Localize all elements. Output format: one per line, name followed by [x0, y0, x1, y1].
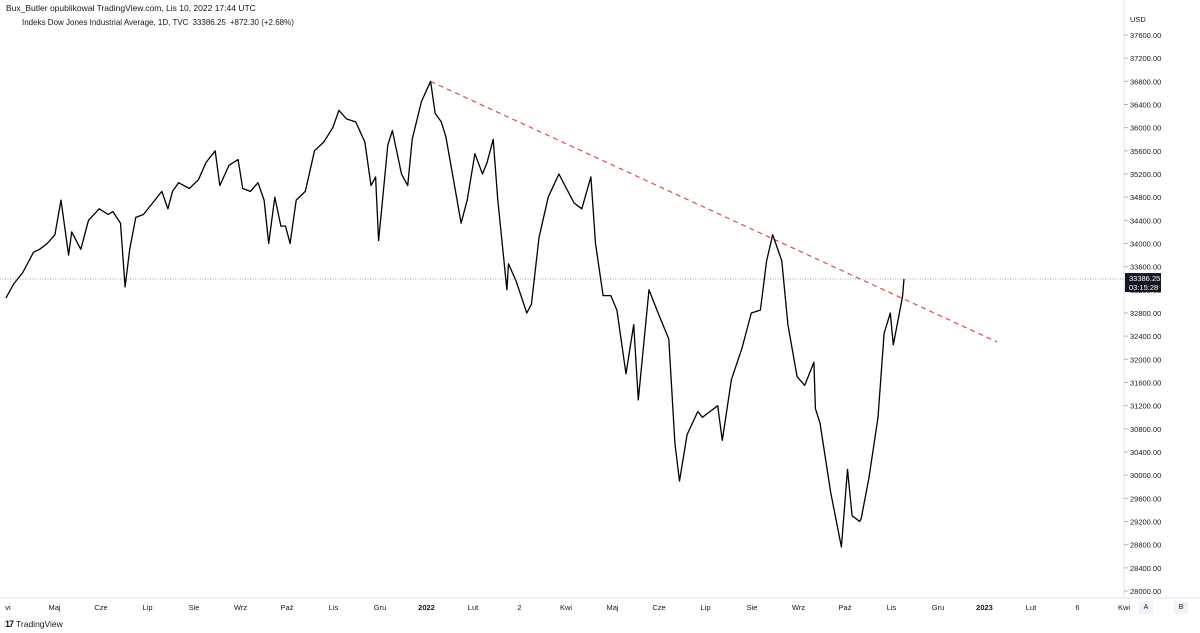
y-tick-label: 32800.00 — [1130, 309, 1161, 318]
y-tick-label: 31600.00 — [1130, 379, 1161, 388]
resistance-trendline[interactable] — [430, 80, 998, 343]
x-tick-label: Kwi — [560, 603, 572, 612]
y-tick-label: 29600.00 — [1130, 494, 1161, 503]
x-tick-label: Wrz — [234, 603, 247, 612]
price-axis[interactable]: 28000.00 28400.00 28800.00 29200.00 29600.00… — [1123, 0, 1161, 598]
time-axis[interactable]: vi Maj Cze Lip Sie Wrz Paź Lis Gru 2022 Lut 2 Kwi Maj… — [0, 597, 1200, 612]
x-tick-label: Paź — [839, 603, 852, 612]
y-tick-label: 32000.00 — [1130, 355, 1161, 364]
publisher-line: Bux_Butler opublikował TradingView.com, … — [6, 3, 256, 13]
x-tick-label: Lis — [329, 603, 339, 612]
chart-legend: Indeks Dow Jones Industrial Average, 1D,… — [22, 18, 294, 27]
x-tick-label: Maj — [606, 603, 618, 612]
y-tick-label: 32400.00 — [1130, 332, 1161, 341]
x-tick-label: 2 — [517, 603, 521, 612]
x-tick-label: 2022 — [418, 603, 435, 612]
y-tick-label: 29200.00 — [1130, 518, 1161, 527]
y-tick-label: 36800.00 — [1130, 77, 1161, 86]
y-tick-label: 28000.00 — [1130, 587, 1161, 596]
x-tick-label: Sie — [189, 603, 200, 612]
x-tick-label: Lis — [887, 603, 897, 612]
y-tick-label: 34800.00 — [1130, 193, 1161, 202]
legend-symbol[interactable]: Indeks Dow Jones Industrial Average, 1D,… — [22, 18, 189, 27]
y-tick-label: 36400.00 — [1130, 101, 1161, 110]
y-tick-label: 30400.00 — [1130, 448, 1161, 457]
y-tick-label: 36000.00 — [1130, 124, 1161, 133]
y-tick-label: 28400.00 — [1130, 564, 1161, 573]
log-scale-button[interactable]: B — [1174, 601, 1188, 614]
y-tick-label: 34400.00 — [1130, 216, 1161, 225]
x-tick-label: Lip — [700, 603, 710, 612]
x-tick-label: Lut — [1026, 603, 1037, 612]
price-series-line[interactable] — [5, 80, 905, 548]
tradingview-logo-icon: 17 — [5, 619, 14, 629]
y-tick-label: 37600.00 — [1130, 31, 1161, 40]
x-tick-label: Maj — [48, 603, 60, 612]
x-tick-label: Lut — [468, 603, 479, 612]
last-price-badge-bg — [1125, 273, 1161, 293]
y-tick-label: 35200.00 — [1130, 170, 1161, 179]
x-tick-label: Sie — [747, 603, 758, 612]
x-tick-label: 2023 — [976, 603, 993, 612]
brand-label: TradingView — [16, 619, 63, 629]
x-tick-label: Kwi — [1118, 603, 1130, 612]
y-tick-label: 30000.00 — [1130, 471, 1161, 480]
x-tick-label: Wrz — [792, 603, 805, 612]
x-tick-label: Cze — [94, 603, 107, 612]
x-tick-label: Cze — [652, 603, 665, 612]
bar-countdown: 03:15:28 — [1129, 283, 1158, 292]
x-tick-label: vi — [5, 603, 11, 612]
legend-price: 33386.25 — [192, 18, 226, 27]
y-tick-label: 34000.00 — [1130, 240, 1161, 249]
y-tick-label: 31200.00 — [1130, 402, 1161, 411]
last-price-value: 33386.25 — [1129, 274, 1160, 283]
y-tick-label: 33600.00 — [1130, 263, 1161, 272]
currency-label: USD — [1130, 15, 1146, 24]
legend-change: +872.30 (+2.68%) — [229, 18, 294, 27]
y-tick-label: 35600.00 — [1130, 147, 1161, 156]
plot-area[interactable] — [0, 80, 1124, 548]
x-tick-label: Lip — [142, 603, 152, 612]
y-tick-label: 28800.00 — [1130, 541, 1161, 550]
x-tick-label: Paź — [281, 603, 294, 612]
x-tick-label: Gru — [932, 603, 945, 612]
auto-scale-button[interactable]: A — [1139, 601, 1153, 614]
x-tick-label: Gru — [374, 603, 387, 612]
y-tick-label: 37200.00 — [1130, 54, 1161, 63]
y-tick-label: 30800.00 — [1130, 425, 1161, 434]
x-tick-label: 6 — [1075, 603, 1079, 612]
tradingview-brand[interactable]: 17 TradingView — [5, 619, 63, 629]
